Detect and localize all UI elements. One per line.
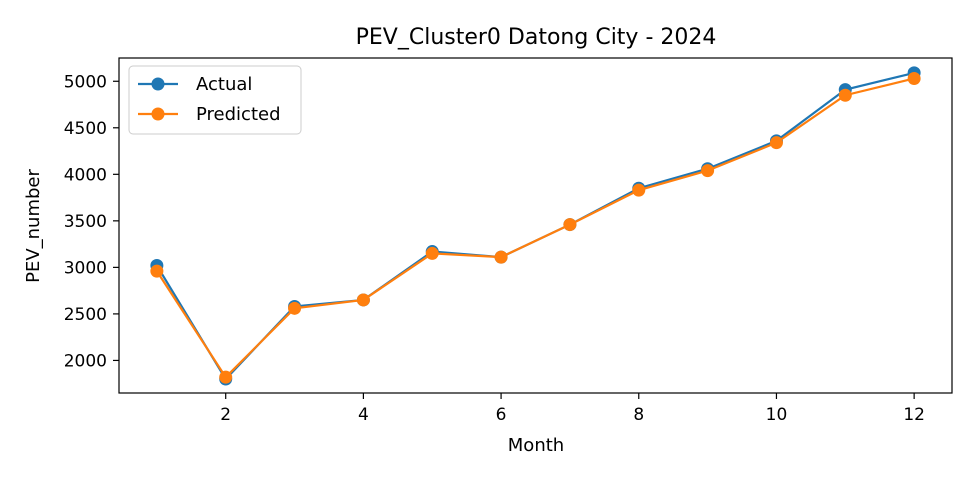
data-point-predicted (288, 301, 302, 315)
y-tick-label: 2500 (64, 305, 107, 325)
y-axis-ticks: 2000 2500 3000 3500 4000 4500 5000 (64, 72, 119, 371)
data-point-predicted (907, 71, 921, 85)
y-tick-label: 2000 (64, 351, 107, 371)
x-tick-label: 4 (358, 405, 369, 425)
chart-title: PEV_Cluster0 Datong City - 2024 (356, 25, 717, 50)
legend-label-predicted: Predicted (196, 104, 281, 125)
data-point-predicted (425, 246, 439, 260)
data-point-predicted (219, 370, 233, 384)
x-tick-label: 10 (766, 405, 788, 425)
legend-marker-predicted (151, 107, 165, 121)
data-point-predicted (150, 264, 164, 278)
data-point-predicted (356, 293, 370, 307)
x-tick-label: 2 (220, 405, 231, 425)
data-point-predicted (494, 250, 508, 264)
y-tick-label: 5000 (64, 72, 107, 92)
y-tick-label: 3500 (64, 212, 107, 232)
plot-frame (118, 57, 953, 394)
x-tick-label: 12 (903, 405, 925, 425)
series-layer (150, 66, 921, 386)
data-point-predicted (769, 136, 783, 150)
data-point-predicted (838, 88, 852, 102)
legend-marker-actual (151, 77, 165, 91)
data-point-predicted (701, 164, 715, 178)
legend: Actual Predicted (128, 65, 302, 135)
x-tick-label: 8 (633, 405, 644, 425)
x-axis-label: Month (508, 435, 564, 456)
x-tick-label: 6 (496, 405, 507, 425)
y-tick-label: 3000 (64, 258, 107, 278)
plot-area: 2 4 6 8 10 12 2000 2500 3000 3500 4000 4500 5000 (64, 57, 953, 425)
data-point-predicted (632, 183, 646, 197)
y-axis-label: PEV_number (23, 169, 44, 283)
y-tick-label: 4000 (64, 165, 107, 185)
series-line-predicted (155, 77, 915, 379)
data-point-predicted (563, 218, 577, 232)
y-tick-label: 4500 (64, 119, 107, 139)
x-axis-ticks: 2 4 6 8 10 12 (220, 393, 925, 425)
legend-label-actual: Actual (196, 74, 252, 95)
